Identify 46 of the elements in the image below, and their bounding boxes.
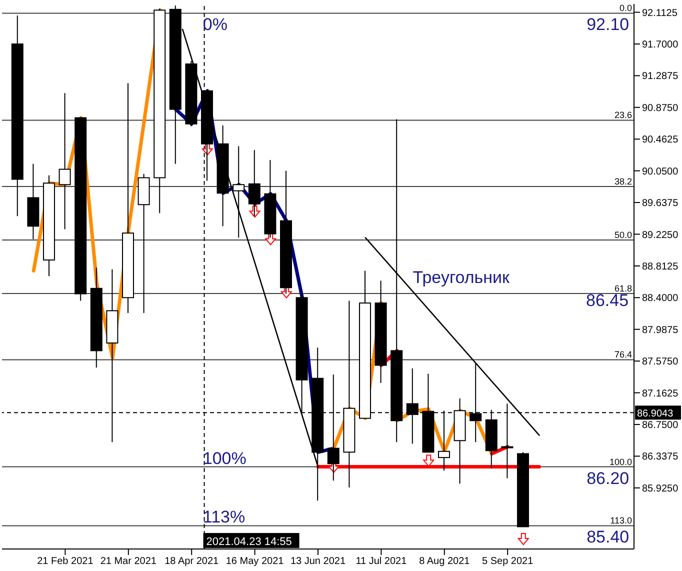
annotation: Треугольник [412, 268, 510, 288]
ref-line-label: 2021.04.23 14:55 [206, 536, 292, 548]
x-tick-label: 5 Sep 2021 [482, 556, 534, 568]
x-tick-label: 18 Apr 2021 [164, 556, 220, 568]
y-tick-label: 86.3375 [642, 452, 679, 463]
annotation: 0.0 [619, 3, 632, 14]
y-tick-label: 90.0500 [642, 166, 679, 178]
y-tick-label: 85.9250 [642, 483, 679, 494]
y-tick-label: 90.8750 [642, 102, 679, 114]
annotation: 50.0 [614, 230, 632, 240]
point [423, 454, 434, 467]
y-tick-label: 87.1625 [642, 388, 679, 400]
annotation: 61.8 [614, 283, 632, 294]
annotation: 113% [202, 508, 246, 527]
x-tick-label: 8 Aug 2021 [419, 556, 470, 568]
y-tick-label: 91.2875 [642, 71, 679, 82]
ref-line-label: 86.9043 [637, 408, 674, 420]
annotation: 85.40 [586, 528, 630, 547]
annotation: 100.0 [609, 456, 632, 467]
y-tick-label: 88.8125 [642, 261, 679, 272]
y-tick-label: 92.1125 [642, 8, 678, 19]
y-tick-label: 91.7000 [642, 40, 679, 51]
x-tick-label: 21 Feb 2021 [37, 556, 94, 568]
y-tick-label: 89.2250 [642, 230, 679, 241]
x-tick-label: 21 Mar 2021 [100, 556, 157, 568]
annotation: 76.4 [614, 350, 632, 360]
x-tick-label: 16 May 2021 [226, 556, 284, 568]
annotation: 86.45 [586, 291, 629, 311]
annotation: 100% [202, 448, 246, 468]
y-tick-label: 89.6375 [642, 198, 679, 210]
y-tick-label: 87.5750 [642, 356, 679, 368]
x-tick-label: 13 Jun 2021 [290, 556, 346, 568]
y-tick-label: 86.7500 [642, 420, 679, 432]
annotation: 38.2 [614, 176, 632, 186]
annotation: 86.20 [586, 468, 630, 488]
annotation: 113.0 [610, 516, 632, 526]
y-tick-label: 90.4625 [642, 134, 679, 146]
y-tick-label: 88.4000 [642, 293, 679, 304]
candlestick [232, 146, 245, 238]
point [518, 533, 529, 546]
candlestick [58, 92, 71, 230]
annotation: 92.10 [586, 15, 630, 34]
annotation: 23.6 [614, 110, 632, 120]
annotation: 0% [202, 15, 228, 34]
y-tick-label: 87.9875 [642, 324, 679, 336]
x-tick-label: 11 Jul 2021 [356, 556, 408, 568]
